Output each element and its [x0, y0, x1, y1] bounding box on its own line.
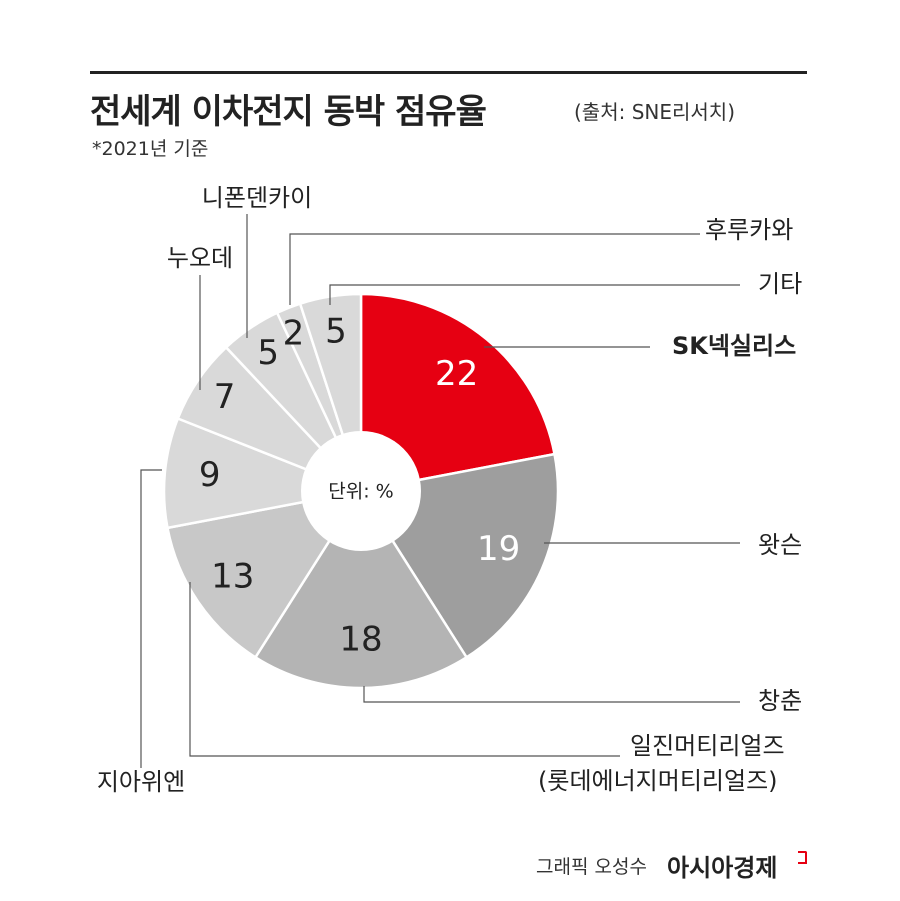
leader-line-others — [329, 284, 740, 305]
donut-hole — [301, 431, 421, 551]
leader-line-changchun — [363, 686, 740, 703]
slice-iljin — [166, 489, 364, 660]
leader-line-jiayuan — [140, 469, 162, 768]
category-label-iljin-sub: (롯데에너지머티리얼즈) — [538, 767, 778, 795]
value-label-changchun: 18 — [339, 620, 382, 660]
value-label-iljin: 13 — [211, 557, 254, 597]
category-label-sk-nexilis: SK넥실리스 — [672, 332, 796, 360]
category-label-changchun: 창춘 — [758, 687, 802, 715]
category-label-iljin: 일진머티리얼즈 — [630, 732, 785, 760]
top-rule — [90, 71, 807, 74]
brand-mark-icon — [798, 851, 807, 864]
basis-note: *2021년 기준 — [92, 138, 209, 160]
value-label-watson: 19 — [477, 529, 520, 569]
value-label-furukawa: 2 — [283, 313, 305, 353]
center-unit-label: 단위: % — [328, 481, 393, 503]
slice-changchun — [253, 488, 469, 690]
chart-title: 전세계 이차전지 동박 점유율 — [90, 92, 487, 132]
category-label-jiayuan: 지아위엔 — [97, 768, 185, 796]
value-label-jiayuan: 9 — [199, 455, 221, 495]
category-label-others: 기타 — [758, 270, 802, 298]
leader-line-furukawa — [289, 233, 700, 305]
value-label-nippon-denkai: 5 — [257, 333, 279, 373]
slice-jiayuan — [162, 416, 366, 530]
slice-sk-nexilis — [359, 292, 556, 493]
graphic-credit: 그래픽 오성수 — [536, 856, 647, 878]
source-note: (출처: SNE리서치) — [574, 100, 735, 124]
category-label-nuode: 누오데 — [167, 244, 233, 272]
value-label-others: 5 — [325, 311, 347, 351]
category-label-watson: 왓슨 — [758, 531, 802, 559]
value-label-nuode: 7 — [214, 377, 236, 417]
category-label-nippon-denkai: 니폰덴카이 — [202, 184, 312, 212]
category-label-furukawa: 후루카와 — [705, 216, 793, 244]
brand-logo-text: 아시아경제 — [667, 854, 778, 882]
value-label-sk-nexilis: 22 — [435, 354, 478, 394]
leader-line-iljin — [189, 582, 620, 757]
